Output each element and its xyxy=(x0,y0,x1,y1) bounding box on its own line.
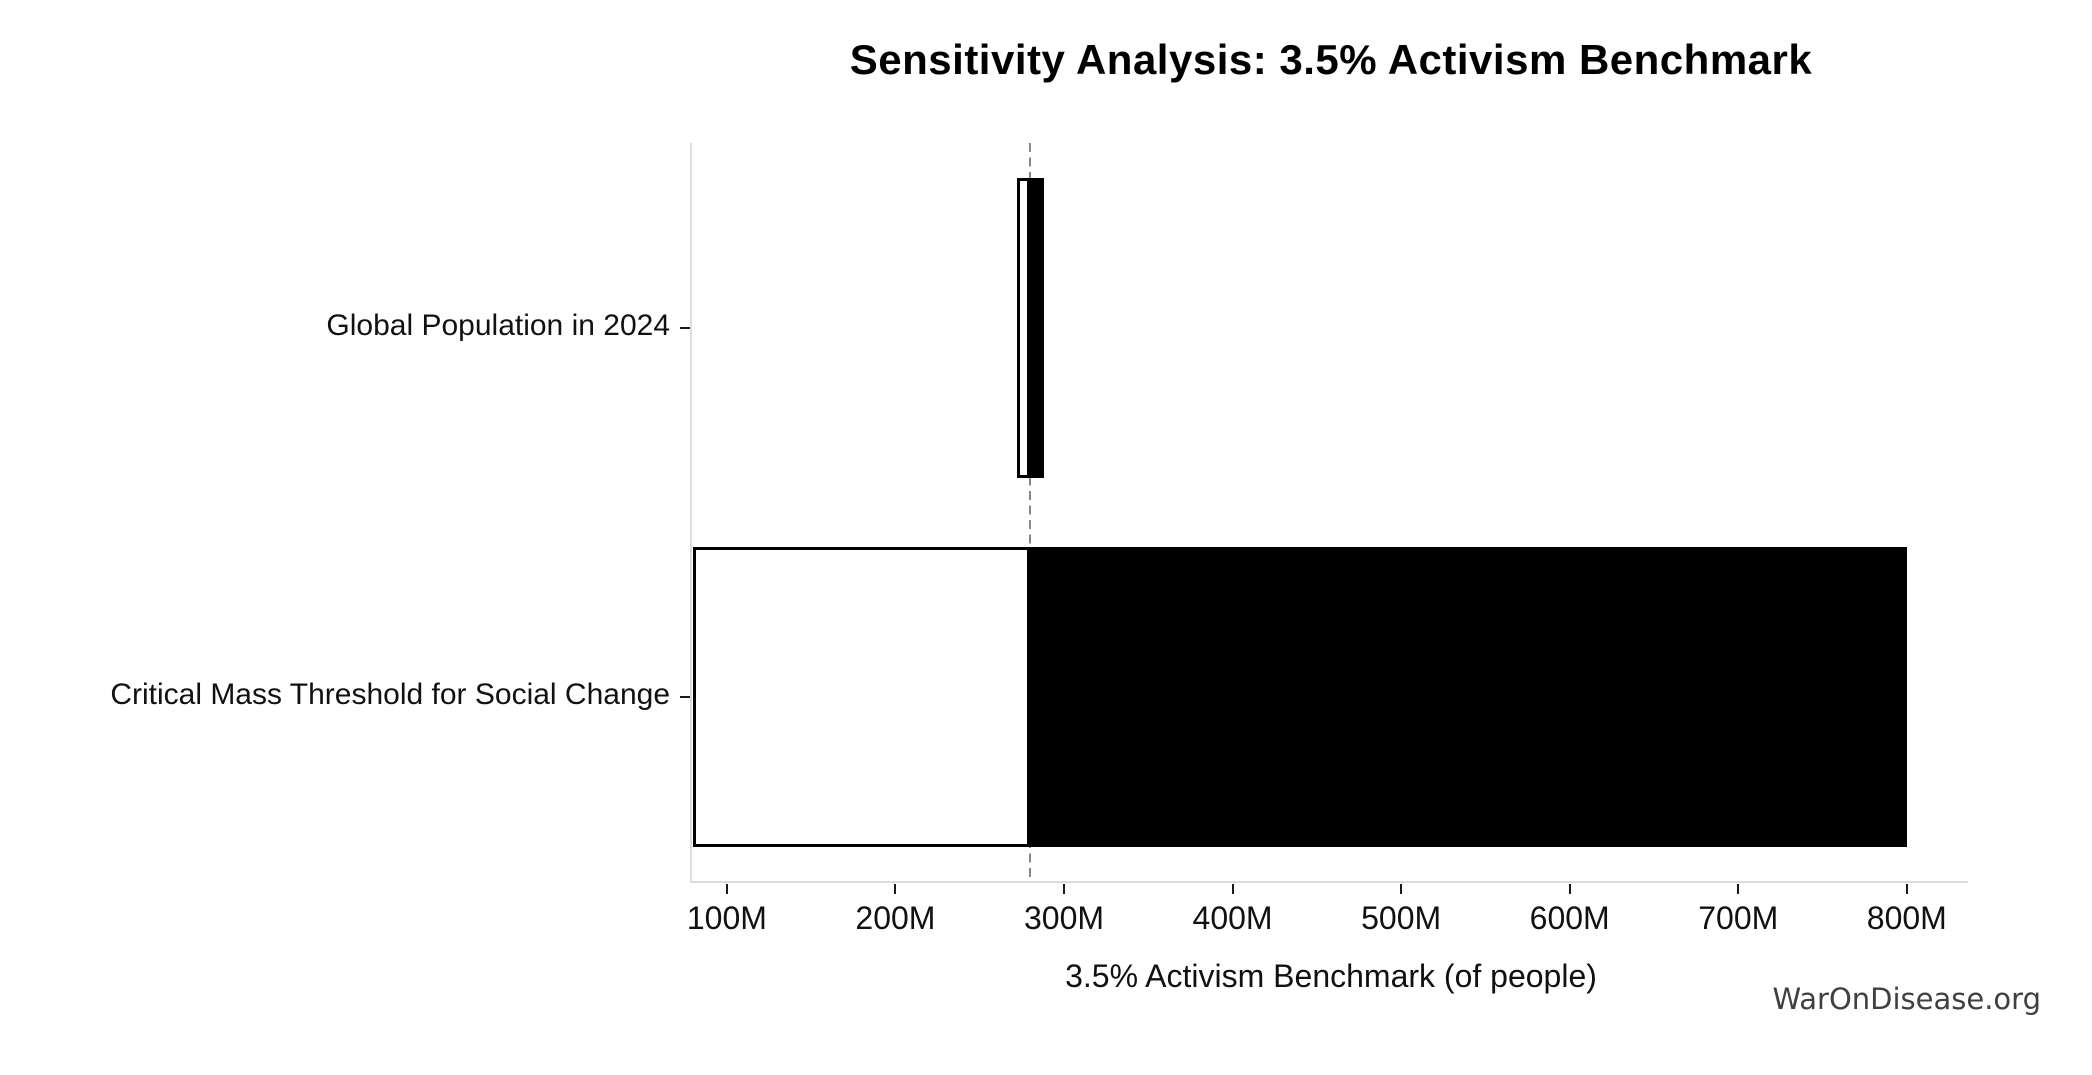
bar-low-segment xyxy=(693,547,1031,848)
x-axis-label: 3.5% Activism Benchmark (of people) xyxy=(1065,958,1597,994)
x-tick-mark xyxy=(1905,884,1908,894)
x-tick-mark xyxy=(894,884,897,894)
x-tick-label: 400M xyxy=(1192,900,1273,936)
bar-high-segment xyxy=(1030,177,1044,478)
y-tick-mark xyxy=(680,696,690,699)
category-label: Global Population in 2024 xyxy=(326,308,670,342)
bar-high-segment xyxy=(1030,547,1907,848)
category-label: Critical Mass Threshold for Social Chang… xyxy=(110,678,670,712)
x-tick-label: 500M xyxy=(1361,900,1442,936)
x-tick-label: 700M xyxy=(1698,900,1779,936)
x-tick-mark xyxy=(725,884,728,894)
plot-area xyxy=(690,143,1968,883)
x-tick-mark xyxy=(1568,884,1571,894)
x-tick-label: 800M xyxy=(1866,900,1947,936)
x-tick-label: 200M xyxy=(855,900,936,936)
baseline-dashed-line xyxy=(1029,143,1032,882)
x-tick-mark xyxy=(1400,884,1403,894)
watermark-text: WarOnDisease.org xyxy=(1772,982,2041,1016)
x-tick-label: 300M xyxy=(1023,900,1105,936)
x-tick-label: 600M xyxy=(1529,900,1610,936)
y-tick-mark xyxy=(680,326,690,329)
x-tick-mark xyxy=(1063,884,1065,894)
x-tick-mark xyxy=(1737,884,1740,894)
bar-low-segment xyxy=(1016,177,1031,478)
x-tick-label: 100M xyxy=(686,900,767,936)
x-tick-mark xyxy=(1231,884,1234,894)
chart-title: Sensitivity Analysis: 3.5% Activism Benc… xyxy=(849,36,1813,83)
